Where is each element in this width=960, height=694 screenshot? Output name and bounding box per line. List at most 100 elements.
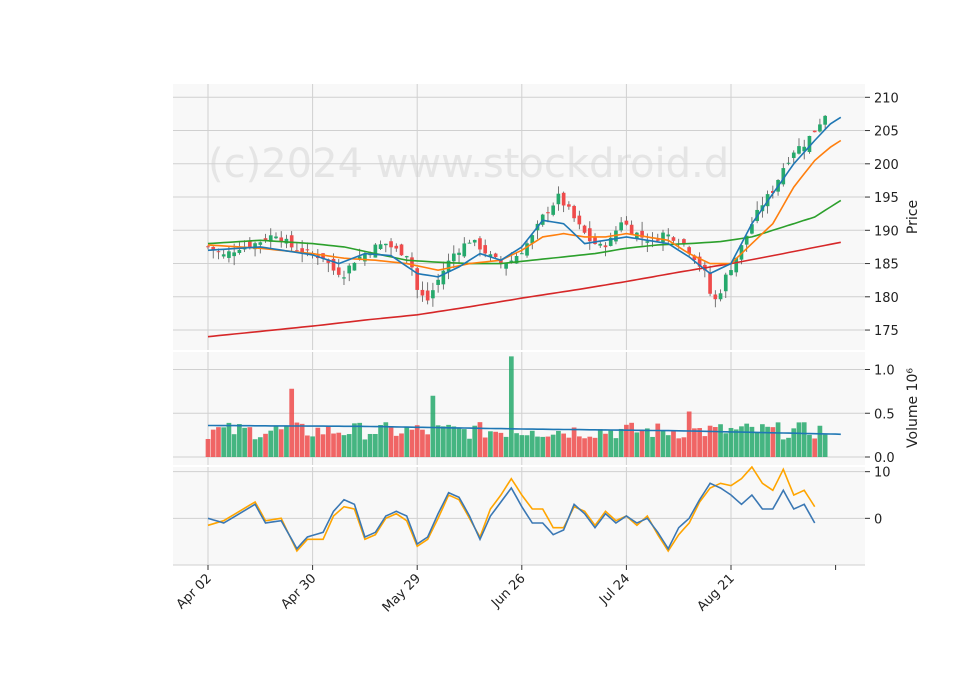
candle-body [394,245,399,249]
candle-body [446,260,451,272]
volume-bar [477,422,483,457]
candle-body [608,237,613,246]
candle-body [807,135,812,153]
candle-body [671,237,676,241]
volume-bar [310,436,315,457]
candle [274,232,278,240]
candle-body [687,247,691,254]
volume-bar [451,426,457,457]
candle [734,257,739,277]
candle [671,236,676,244]
volume-bar [634,432,640,457]
candle-body [504,263,508,269]
candle [457,248,461,265]
volume-bar [461,429,467,457]
candle-body [268,235,273,242]
volume-bar [210,429,216,457]
candle [603,242,608,257]
candle-body [499,259,503,264]
candle-body [326,259,331,263]
candle [687,245,691,257]
candle [295,243,299,253]
candle [582,224,587,235]
candle-body [640,230,644,238]
volume-tick-label: 0.5 [874,407,895,422]
volume-bar [435,425,441,457]
volume-bar [592,437,598,457]
volume-bar [733,429,739,457]
candle-body [441,270,446,285]
candle-body [279,237,284,242]
volume-bar [299,423,305,457]
volume-bar [676,438,682,457]
candle-body [248,241,252,248]
candle [551,202,556,217]
candle-body [289,235,294,248]
volume-bar [786,437,791,457]
volume-bar [273,426,279,457]
candle-body [227,251,231,258]
volume-bar [289,388,295,457]
candle [807,135,812,154]
candle-body [818,124,822,132]
candle [818,118,822,133]
volume-bar [681,437,687,457]
candle [493,252,498,259]
candle-body [253,243,257,250]
x-tick-label: Aug 21 [695,571,738,614]
candle [661,229,665,251]
candle [713,290,718,308]
candle-body [598,243,603,246]
volume-bar [812,438,818,457]
candle-body [347,265,352,274]
candle-body [556,193,561,205]
volume-bar [754,432,760,457]
candle-body [342,277,346,279]
candle-body [321,253,325,259]
volume-bar [420,429,425,457]
candle [567,201,571,210]
candle-body [363,253,367,262]
candle-body [546,212,550,214]
volume-bar [540,436,546,457]
candle [629,220,634,235]
volume-bar [801,422,807,457]
candle-body [493,253,498,258]
volume-bar [216,427,221,457]
volume-bar [231,434,237,457]
candle [823,115,827,130]
candle [404,255,409,263]
volume-bar [608,430,614,457]
candle-body [519,253,524,255]
candle-body [514,255,519,264]
candle [483,239,488,258]
candle-body [420,289,425,296]
price-tick-label: 205 [874,125,899,140]
candle-body [357,256,362,260]
candle-body [771,190,775,194]
volume-bar [671,431,676,457]
candle-body [729,270,733,276]
candle [394,243,399,252]
volume-bar [346,434,352,457]
candle-body [336,267,341,275]
candle-body [661,232,665,243]
candle [504,262,508,276]
candle-body [797,146,801,154]
volume-bar [519,435,525,457]
candle-body [666,234,671,237]
candle-body [593,237,597,244]
volume-bar [205,438,211,457]
volume-bar [707,425,713,457]
candle-body [436,279,440,285]
price-tick-label: 175 [874,324,899,339]
volume-bar [498,432,504,457]
candle [598,241,603,248]
candle-body [305,249,310,251]
candle-body [373,244,378,258]
candle-body [718,293,723,300]
x-tick-label: Jul 24 [596,571,633,608]
volume-bar [482,437,488,457]
candle-body [431,290,435,299]
